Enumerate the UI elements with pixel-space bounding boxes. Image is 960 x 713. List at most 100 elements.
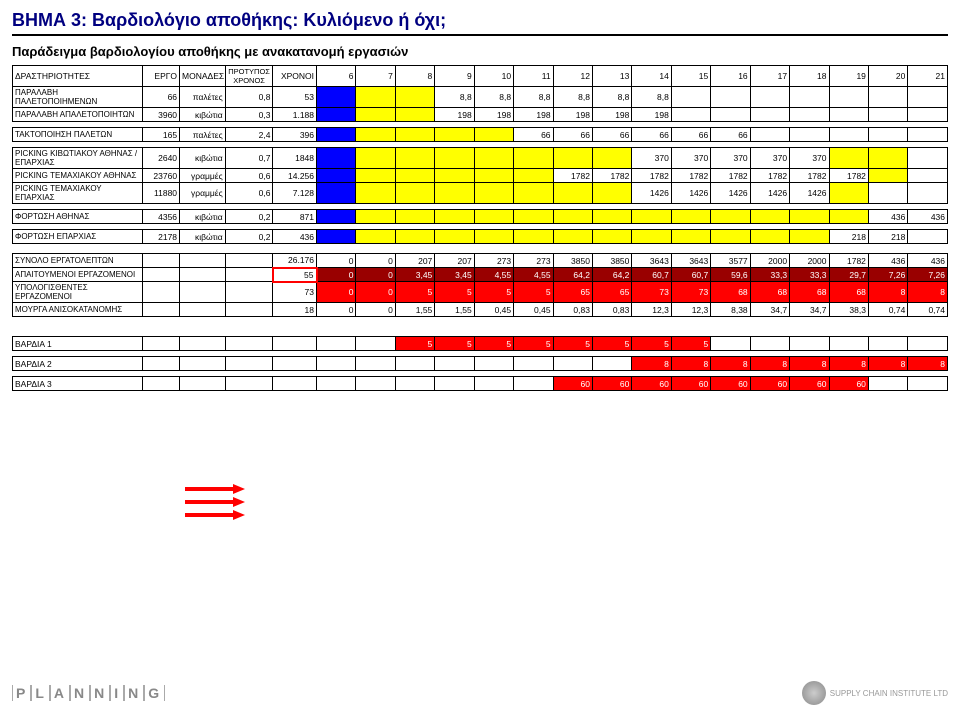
shift-label: ΒΑΡΔΙΑ 1 bbox=[13, 337, 143, 351]
hour-cell: 1782 bbox=[632, 169, 671, 183]
cell-ergo: 4356 bbox=[142, 210, 179, 224]
hour-cell: 5 bbox=[435, 282, 474, 303]
hour-cell: 1782 bbox=[592, 169, 631, 183]
cell-ergo: 3960 bbox=[142, 108, 179, 122]
table-row: ΑΠΑΙΤΟΥΜΕΝΟΙ ΕΡΓΑΖΟΜΕΝΟΙ55003,453,454,55… bbox=[13, 268, 948, 282]
hour-cell: 1782 bbox=[671, 169, 710, 183]
hour-cell: 8,8 bbox=[592, 87, 631, 108]
hour-cell: 198 bbox=[514, 108, 553, 122]
hour-cell: 68 bbox=[790, 282, 829, 303]
empty-cell bbox=[273, 377, 317, 391]
hour-cell bbox=[592, 230, 631, 244]
cell-pro: 0,7 bbox=[225, 148, 273, 169]
hour-cell: 4,55 bbox=[514, 268, 553, 282]
hour-cell bbox=[671, 87, 710, 108]
hour-cell: 33,3 bbox=[750, 268, 789, 282]
hour-cell: 8 bbox=[829, 357, 868, 371]
hour-cell bbox=[592, 148, 631, 169]
hour-cell: 68 bbox=[829, 282, 868, 303]
row-label: ΠΑΡΑΛΑΒΗ ΠΑΛΕΤΟΠΟΙΗΜΕΝΩΝ bbox=[13, 87, 143, 108]
hour-cell: 60 bbox=[553, 377, 592, 391]
hour-cell: 0 bbox=[356, 303, 395, 317]
empty-cell bbox=[180, 357, 226, 371]
hour-cell: 198 bbox=[435, 108, 474, 122]
hdr-h17: 17 bbox=[750, 66, 789, 87]
shift-label: ΒΑΡΔΙΑ 3 bbox=[13, 377, 143, 391]
hour-cell bbox=[829, 148, 868, 169]
cell-pro: 0,2 bbox=[225, 210, 273, 224]
cell-pro: 0,6 bbox=[225, 169, 273, 183]
hour-cell: 5 bbox=[632, 337, 671, 351]
hour-cell: 3850 bbox=[592, 254, 631, 268]
hour-cell bbox=[750, 210, 789, 224]
hour-cell: 3643 bbox=[671, 254, 710, 268]
hour-cell bbox=[908, 148, 948, 169]
hour-cell bbox=[592, 183, 631, 204]
hour-cell bbox=[317, 148, 356, 169]
hour-cell: 34,7 bbox=[790, 303, 829, 317]
cell-mon: γραμμές bbox=[180, 169, 226, 183]
cell-mon: παλέτες bbox=[180, 128, 226, 142]
cell-mon bbox=[180, 254, 226, 268]
hour-cell: 198 bbox=[474, 108, 513, 122]
hour-cell bbox=[474, 169, 513, 183]
hour-cell bbox=[435, 128, 474, 142]
hour-cell bbox=[514, 169, 553, 183]
cell-mon: κιβώτια bbox=[180, 210, 226, 224]
hour-cell: 5 bbox=[474, 282, 513, 303]
hour-cell bbox=[592, 210, 631, 224]
hour-cell bbox=[790, 337, 829, 351]
hour-cell: 68 bbox=[750, 282, 789, 303]
cell-pro: 0,2 bbox=[225, 230, 273, 244]
hour-cell: 60,7 bbox=[671, 268, 710, 282]
hour-cell: 436 bbox=[868, 254, 907, 268]
hour-cell: 66 bbox=[671, 128, 710, 142]
row-label: ΦΟΡΤΩΣΗ ΕΠΑΡΧΙΑΣ bbox=[13, 230, 143, 244]
hour-cell: 73 bbox=[632, 282, 671, 303]
hdr-protypos: ΠΡΟΤΥΠΟΣ ΧΡΟΝΟΣ bbox=[225, 66, 273, 87]
hdr-h21: 21 bbox=[908, 66, 948, 87]
row-label: ΠΑΡΑΛΑΒΗ ΑΠΑΛΕΤΟΠΟΙΗΤΩΝ bbox=[13, 108, 143, 122]
hour-cell bbox=[435, 357, 474, 371]
row-label: PICKING ΚΙΒΩΤΙΑΚΟΥ ΑΘΗΝΑΣ / ΕΠΑΡΧΙΑΣ bbox=[13, 148, 143, 169]
hour-cell: 370 bbox=[750, 148, 789, 169]
hour-cell bbox=[711, 210, 750, 224]
hour-cell: 8 bbox=[790, 357, 829, 371]
hour-cell: 0 bbox=[317, 303, 356, 317]
hour-cell: 1782 bbox=[750, 169, 789, 183]
hour-cell bbox=[868, 148, 907, 169]
hdr-h14: 14 bbox=[632, 66, 671, 87]
arrow-icon bbox=[185, 510, 245, 520]
hour-cell bbox=[435, 210, 474, 224]
empty-cell bbox=[180, 337, 226, 351]
hour-cell: 0 bbox=[356, 282, 395, 303]
hour-cell: 66 bbox=[553, 128, 592, 142]
hour-cell: 8,8 bbox=[474, 87, 513, 108]
empty-cell bbox=[142, 377, 179, 391]
cell-pro bbox=[225, 303, 273, 317]
hour-cell: 0,83 bbox=[553, 303, 592, 317]
hour-cell bbox=[790, 108, 829, 122]
hour-cell bbox=[514, 230, 553, 244]
hour-cell bbox=[908, 87, 948, 108]
hour-cell: 7,26 bbox=[908, 268, 948, 282]
hour-cell bbox=[750, 337, 789, 351]
hour-cell bbox=[868, 169, 907, 183]
hour-cell bbox=[435, 148, 474, 169]
hour-cell bbox=[395, 108, 434, 122]
hour-cell: 8 bbox=[868, 282, 907, 303]
hour-cell bbox=[317, 169, 356, 183]
subtitle: Παράδειγμα βαρδιολογίου αποθήκης με ανακ… bbox=[12, 44, 948, 59]
hour-cell: 2000 bbox=[750, 254, 789, 268]
hour-cell: 8 bbox=[711, 357, 750, 371]
shift-label: ΒΑΡΔΙΑ 2 bbox=[13, 357, 143, 371]
hour-cell: 8,8 bbox=[435, 87, 474, 108]
cell-mon: γραμμές bbox=[180, 183, 226, 204]
hour-cell: 60,7 bbox=[632, 268, 671, 282]
hour-cell: 5 bbox=[514, 282, 553, 303]
hour-cell: 207 bbox=[395, 254, 434, 268]
hour-cell bbox=[671, 210, 710, 224]
hour-cell: 198 bbox=[592, 108, 631, 122]
table-row: ΜΟΥΡΓΑ ΑΝΙΣΟΚΑΤΑΝΟΜΗΣ18001,551,550,450,4… bbox=[13, 303, 948, 317]
cell-xro: 436 bbox=[273, 230, 317, 244]
